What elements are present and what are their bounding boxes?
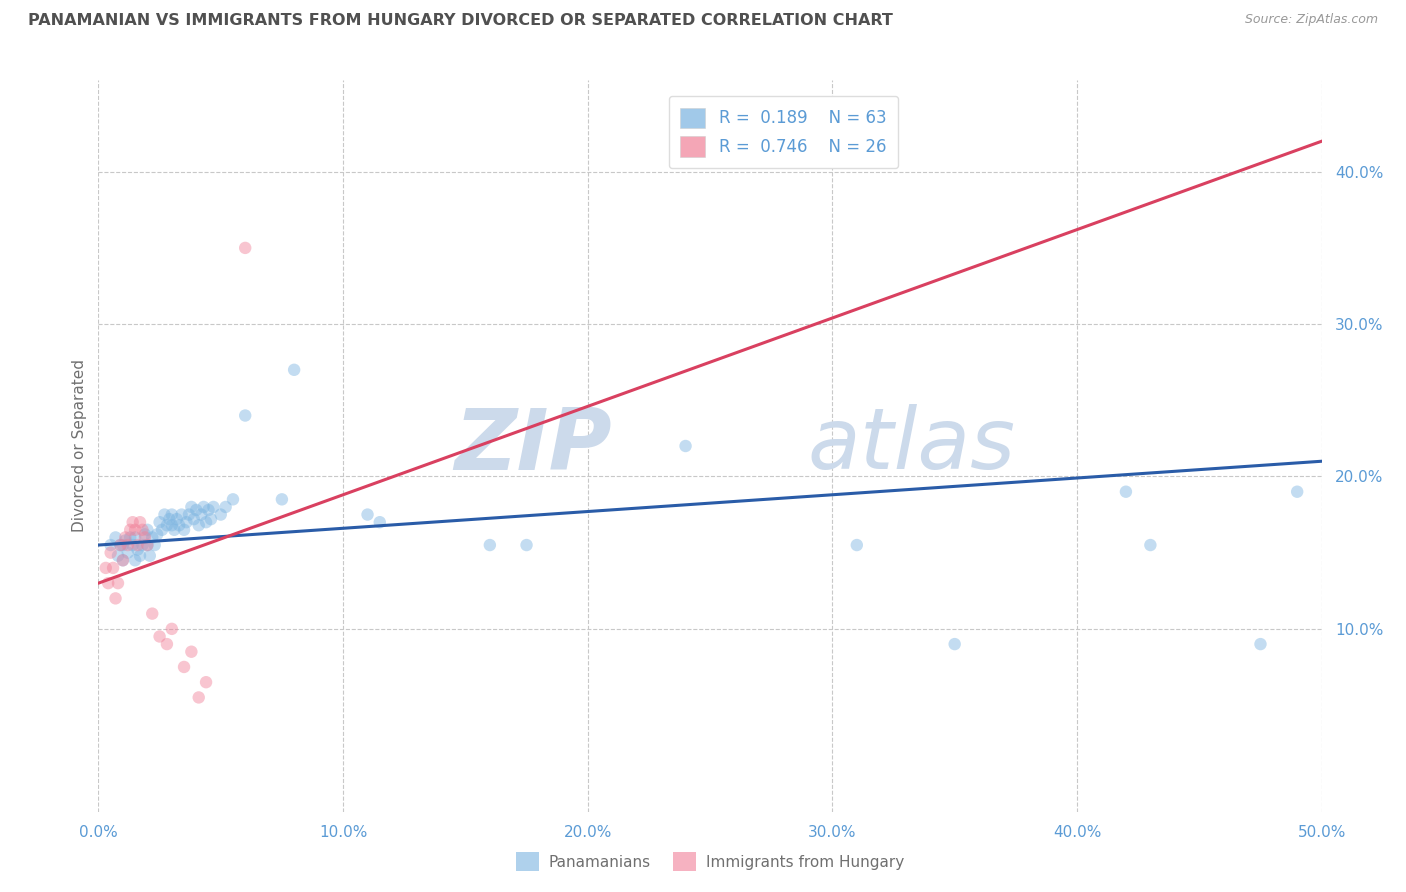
Point bbox=[190, 508, 212, 522]
Point bbox=[127, 542, 149, 557]
Point bbox=[156, 637, 179, 651]
Point bbox=[101, 561, 124, 575]
Point bbox=[100, 546, 122, 560]
Point bbox=[1139, 538, 1161, 552]
Point bbox=[114, 530, 136, 544]
Point bbox=[1286, 484, 1309, 499]
Point bbox=[157, 512, 180, 526]
Point bbox=[233, 409, 256, 423]
Point bbox=[197, 503, 219, 517]
Point bbox=[173, 523, 195, 537]
Point bbox=[146, 527, 169, 541]
Point bbox=[187, 690, 209, 705]
Point bbox=[114, 533, 136, 548]
Point bbox=[283, 363, 305, 377]
Point bbox=[150, 523, 173, 537]
Point bbox=[173, 660, 195, 674]
Point bbox=[110, 538, 132, 552]
Point bbox=[107, 576, 129, 591]
Point bbox=[117, 538, 139, 552]
Point bbox=[129, 515, 152, 529]
Text: PANAMANIAN VS IMMIGRANTS FROM HUNGARY DIVORCED OR SEPARATED CORRELATION CHART: PANAMANIAN VS IMMIGRANTS FROM HUNGARY DI… bbox=[28, 13, 893, 29]
Point bbox=[139, 549, 162, 563]
Point bbox=[478, 538, 501, 552]
Point bbox=[202, 500, 225, 514]
Point bbox=[111, 538, 134, 552]
Point bbox=[160, 508, 183, 522]
Point bbox=[149, 515, 172, 529]
Point bbox=[166, 512, 188, 526]
Point bbox=[121, 538, 143, 552]
Point bbox=[177, 508, 200, 522]
Point bbox=[156, 518, 179, 533]
Point bbox=[270, 492, 294, 507]
Y-axis label: Divorced or Separated: Divorced or Separated bbox=[72, 359, 87, 533]
Point bbox=[136, 538, 159, 552]
Point bbox=[117, 546, 139, 560]
Point bbox=[127, 538, 149, 552]
Point bbox=[943, 637, 966, 651]
Point bbox=[195, 675, 218, 690]
Text: atlas: atlas bbox=[808, 404, 1017, 488]
Point bbox=[160, 518, 183, 533]
Point bbox=[121, 515, 143, 529]
Text: ZIP: ZIP bbox=[454, 404, 612, 488]
Point bbox=[124, 530, 146, 544]
Point bbox=[111, 553, 134, 567]
Point bbox=[222, 492, 245, 507]
Point bbox=[124, 523, 146, 537]
Point bbox=[149, 630, 172, 644]
Point bbox=[233, 241, 256, 255]
Point bbox=[1115, 484, 1137, 499]
Text: Source: ZipAtlas.com: Source: ZipAtlas.com bbox=[1244, 13, 1378, 27]
Point bbox=[120, 523, 142, 537]
Point bbox=[107, 549, 129, 563]
Point bbox=[214, 500, 236, 514]
Point bbox=[356, 508, 378, 522]
Point bbox=[845, 538, 868, 552]
Point bbox=[160, 622, 183, 636]
Point bbox=[104, 591, 127, 606]
Point bbox=[163, 523, 186, 537]
Point bbox=[111, 553, 134, 567]
Point bbox=[1249, 637, 1271, 651]
Point bbox=[104, 530, 127, 544]
Point bbox=[195, 515, 218, 529]
Point bbox=[209, 508, 232, 522]
Point bbox=[170, 508, 193, 522]
Point bbox=[100, 538, 122, 552]
Point bbox=[124, 553, 146, 567]
Point bbox=[136, 538, 159, 552]
Point bbox=[120, 530, 142, 544]
Point bbox=[515, 538, 537, 552]
Point bbox=[186, 503, 208, 517]
Point bbox=[94, 561, 117, 575]
Point bbox=[129, 549, 152, 563]
Legend: R =  0.189    N = 63, R =  0.746    N = 26: R = 0.189 N = 63, R = 0.746 N = 26 bbox=[669, 96, 898, 169]
Point bbox=[143, 538, 166, 552]
Point bbox=[97, 576, 120, 591]
Point bbox=[131, 538, 153, 552]
Point bbox=[200, 512, 222, 526]
Point bbox=[187, 518, 209, 533]
Point bbox=[193, 500, 215, 514]
Point bbox=[136, 523, 159, 537]
Point bbox=[675, 439, 697, 453]
Point bbox=[183, 512, 205, 526]
Point bbox=[368, 515, 391, 529]
Point bbox=[180, 500, 202, 514]
Point bbox=[134, 530, 156, 544]
Point bbox=[153, 508, 176, 522]
Point bbox=[131, 523, 153, 537]
Point bbox=[134, 527, 156, 541]
Point bbox=[180, 645, 202, 659]
Point bbox=[110, 538, 132, 552]
Point bbox=[167, 518, 190, 533]
Point bbox=[141, 607, 163, 621]
Point bbox=[141, 530, 163, 544]
Point bbox=[176, 515, 198, 529]
